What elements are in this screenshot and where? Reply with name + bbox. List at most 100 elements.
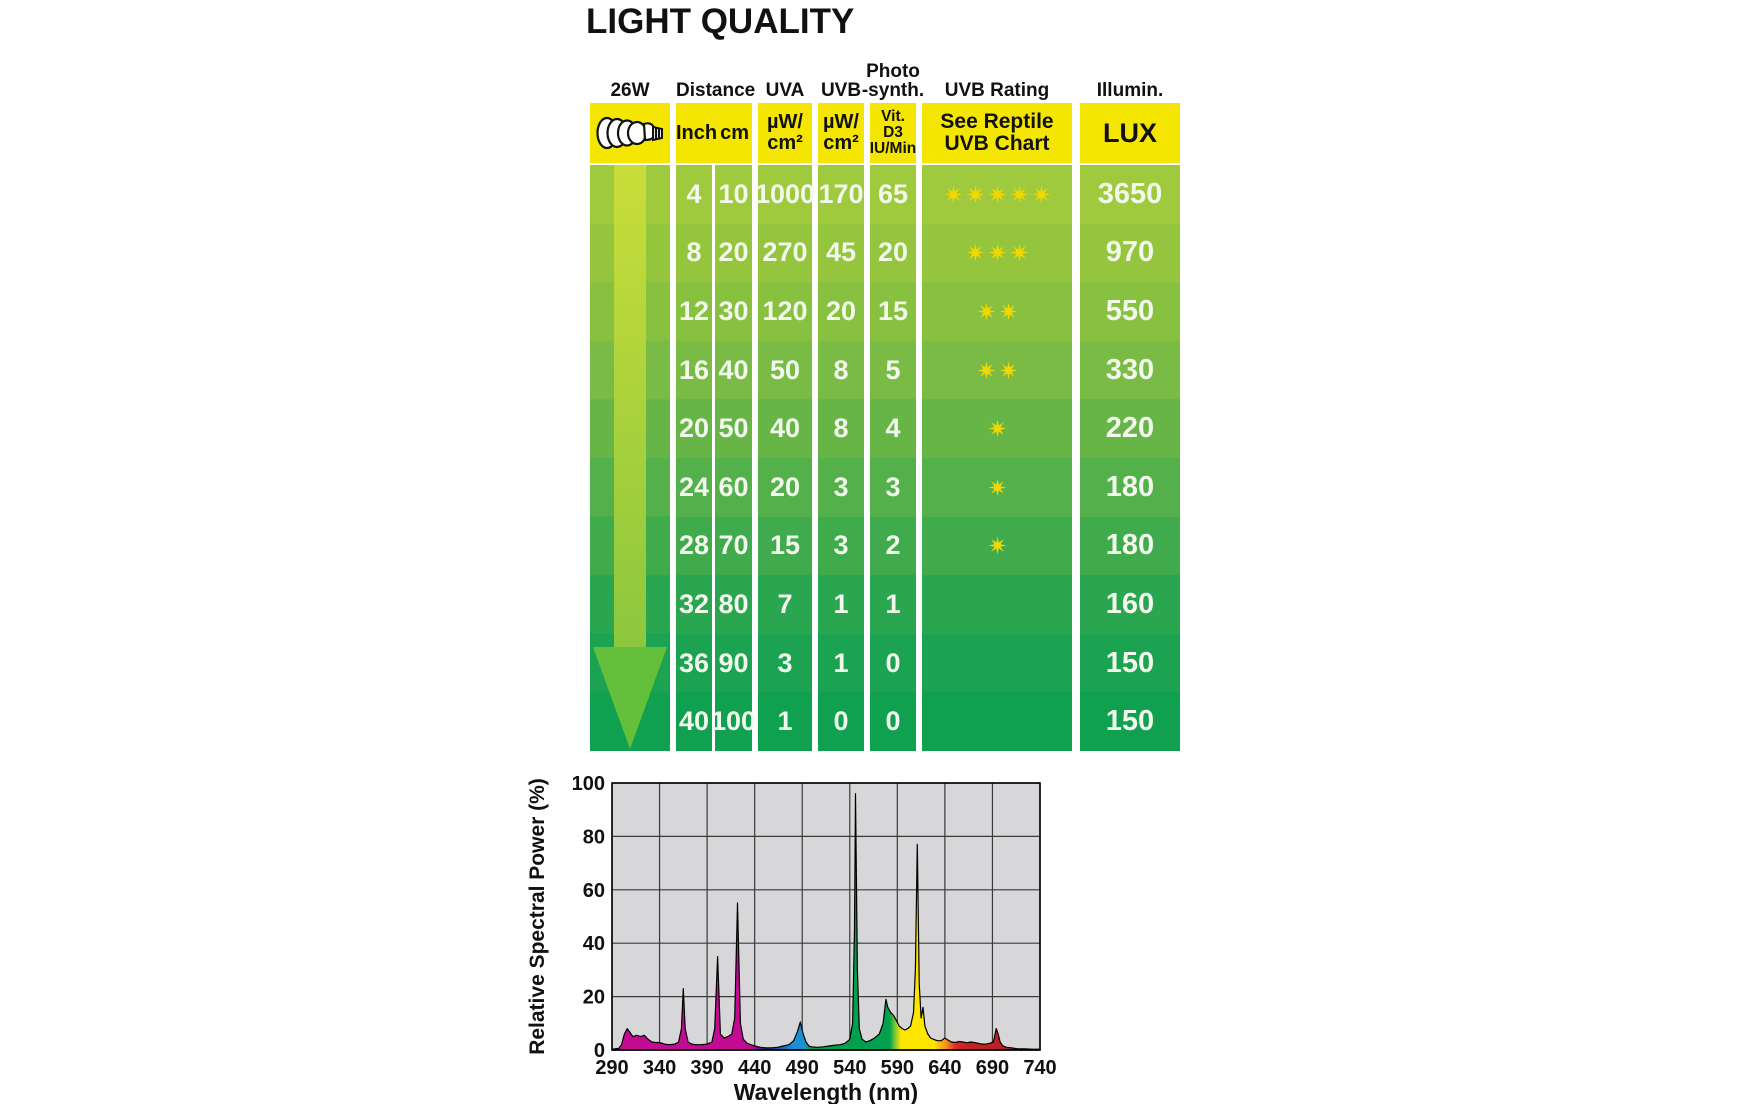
cell-uvb: 8 bbox=[818, 399, 864, 458]
star-icon bbox=[988, 537, 1006, 555]
star-icon bbox=[988, 419, 1006, 438]
cell-vitd3: 4 bbox=[870, 399, 916, 458]
cell-uvb: 1 bbox=[818, 575, 864, 634]
table-row: 20 50 40 8 4 220 bbox=[590, 399, 1180, 458]
vitd3-line2: IU/Min bbox=[869, 140, 917, 158]
subheader-inch: Inch bbox=[676, 121, 718, 144]
y-tick-label: 60 bbox=[583, 880, 605, 902]
cell-uva: 15 bbox=[758, 516, 812, 576]
rating-stars bbox=[922, 516, 1072, 576]
vitd3-line1: Vit. D3 bbox=[881, 107, 905, 141]
x-tick-label: 440 bbox=[738, 1057, 771, 1079]
star-icon bbox=[944, 185, 962, 204]
cell-vitd3: 5 bbox=[870, 340, 916, 400]
cell-uvb: 170 bbox=[818, 165, 864, 224]
y-tick-label: 100 bbox=[572, 773, 605, 795]
star-icon bbox=[988, 244, 1006, 262]
rating-line2: UVB Chart bbox=[944, 132, 1050, 155]
cell-uva: 3 bbox=[758, 633, 812, 693]
plot-area bbox=[612, 783, 1040, 1050]
photosynth-line1: Photo bbox=[866, 61, 920, 82]
cell-cm: 70 bbox=[715, 516, 752, 576]
cell-lux: 220 bbox=[1080, 399, 1180, 458]
cell-inch: 40 bbox=[676, 692, 712, 751]
distance-arrow bbox=[590, 165, 670, 752]
subheader-uvb-unit: µW/ cm² bbox=[818, 103, 864, 163]
arrow-column bbox=[590, 165, 670, 752]
cell-uva: 20 bbox=[758, 458, 812, 517]
star-icon bbox=[988, 185, 1006, 204]
cell-uvb: 3 bbox=[818, 516, 864, 576]
column-header-wattage: 26W bbox=[610, 80, 650, 101]
uvb-unit-line1: µW/ bbox=[823, 111, 859, 133]
y-axis-title: Relative Spectral Power (%) bbox=[526, 778, 549, 1055]
cell-uvb: 20 bbox=[818, 282, 864, 341]
spectrum-curve bbox=[611, 793, 1041, 1051]
spectrum-svg: 0 20 40 60 80 100 290 340 390 440 490 540 590 640 690 7… bbox=[526, 773, 1057, 1104]
star-icon bbox=[988, 478, 1006, 497]
cell-uva: 270 bbox=[758, 223, 812, 283]
star-icon bbox=[977, 361, 995, 379]
subheader-lux: LUX bbox=[1080, 103, 1180, 163]
cell-cm: 60 bbox=[715, 458, 752, 517]
cell-uvb: 45 bbox=[818, 223, 864, 283]
cell-uva: 120 bbox=[758, 282, 812, 341]
spectrum-chart: 0 20 40 60 80 100 290 340 390 440 490 540 590 640 690 7… bbox=[520, 753, 1085, 1104]
cell-uva: 7 bbox=[758, 575, 812, 634]
y-tick-label: 80 bbox=[583, 826, 605, 848]
x-tick-label: 490 bbox=[786, 1057, 819, 1079]
cell-cm: 100 bbox=[711, 692, 756, 751]
table-row: 40 100 1 0 0 150 bbox=[590, 692, 1180, 751]
table-row: 4 10 1000 170 65 3650 bbox=[590, 165, 1180, 224]
cell-inch: 12 bbox=[676, 282, 712, 341]
rating-stars bbox=[922, 633, 1072, 693]
uva-unit-line1: µW/ bbox=[767, 111, 803, 133]
uvb-unit-line2: cm² bbox=[823, 132, 859, 154]
y-tick-label: 20 bbox=[583, 987, 605, 1009]
table-row: 28 70 15 3 2 180 bbox=[590, 516, 1180, 576]
column-header-row: 26W Distance UVA UVB Photo -synth. UVB R… bbox=[590, 50, 1180, 102]
cell-inch: 36 bbox=[676, 633, 712, 693]
cell-vitd3: 0 bbox=[870, 692, 916, 751]
subheader-vitd3: Vit. D3 IU/Min bbox=[870, 103, 916, 163]
cell-vitd3: 65 bbox=[870, 165, 916, 224]
column-header-distance: Distance bbox=[676, 80, 756, 101]
table-row: 8 20 270 45 20 970 bbox=[590, 223, 1180, 283]
cell-uva: 1 bbox=[758, 692, 812, 751]
star-icon bbox=[977, 302, 995, 321]
page-title: LIGHT QUALITY bbox=[586, 2, 855, 41]
cell-cm: 20 bbox=[715, 223, 752, 283]
cell-inch: 16 bbox=[676, 340, 712, 400]
cell-inch: 28 bbox=[676, 516, 712, 576]
cell-vitd3: 3 bbox=[870, 458, 916, 517]
cell-cm: 30 bbox=[715, 282, 752, 341]
rating-line1: See Reptile bbox=[940, 109, 1054, 133]
cell-uvb: 0 bbox=[818, 692, 864, 751]
subheader-uva-unit: µW/ cm² bbox=[758, 103, 812, 163]
x-tick-label: 540 bbox=[833, 1057, 866, 1079]
cell-inch: 24 bbox=[676, 458, 712, 517]
subheader-row: Inch cm µW/ cm² µW/ cm² Vit. D3 IU/Min S… bbox=[590, 103, 1180, 163]
table-row: 24 60 20 3 3 180 bbox=[590, 458, 1180, 517]
uva-unit-line2: cm² bbox=[767, 132, 803, 154]
cell-uvb: 8 bbox=[818, 340, 864, 400]
cell-inch: 4 bbox=[676, 165, 712, 224]
star-icon bbox=[966, 185, 984, 204]
star-icon bbox=[999, 302, 1017, 321]
rating-stars bbox=[922, 165, 1072, 224]
rating-stars bbox=[922, 223, 1072, 283]
cell-vitd3: 15 bbox=[870, 282, 916, 341]
cell-lux: 150 bbox=[1080, 692, 1180, 751]
subheader-cm: cm bbox=[720, 121, 750, 144]
column-header-illumin: Illumin. bbox=[1096, 80, 1164, 101]
x-tick-label: 290 bbox=[595, 1057, 628, 1079]
rating-stars bbox=[922, 340, 1072, 400]
x-tick-label: 390 bbox=[690, 1057, 723, 1079]
rating-stars bbox=[922, 282, 1072, 341]
subheader-distance: Inch cm bbox=[676, 103, 752, 163]
table-row: 32 80 7 1 1 160 bbox=[590, 575, 1180, 634]
star-icon bbox=[1032, 185, 1050, 204]
cell-lux: 180 bbox=[1080, 458, 1180, 517]
cell-cm: 40 bbox=[715, 340, 752, 400]
